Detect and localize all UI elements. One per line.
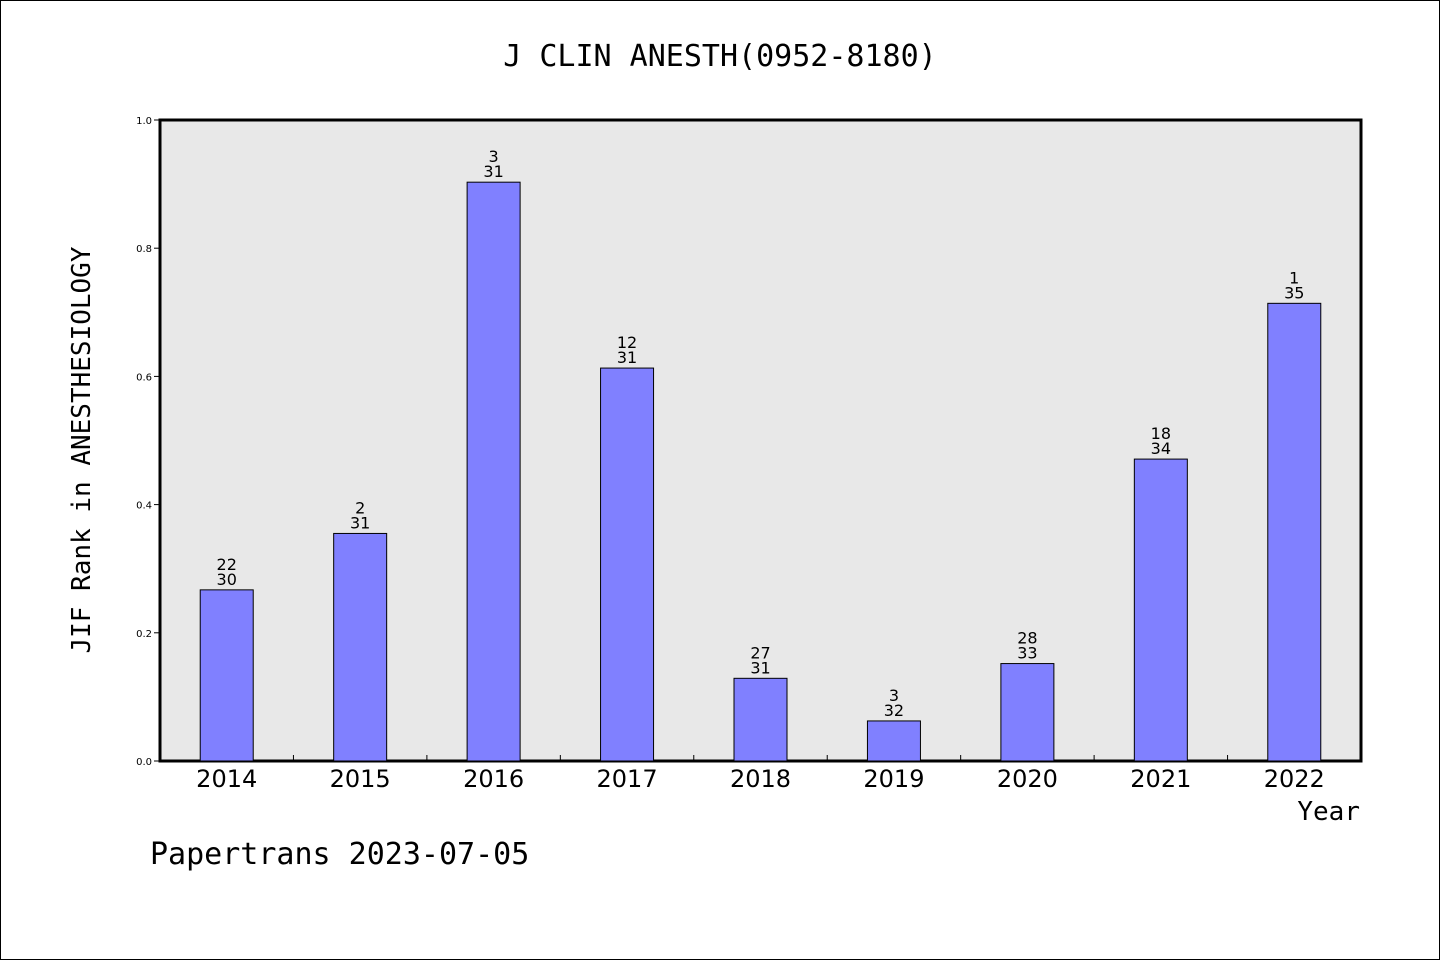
bar-total-label: 34 xyxy=(1151,439,1171,458)
x-tick-label: 2021 xyxy=(1130,765,1191,793)
bar-rank-label: 12 xyxy=(617,333,637,352)
y-tick-label: 1.0 xyxy=(136,116,152,127)
bar-2019 xyxy=(866,720,921,762)
x-tick-label: 2014 xyxy=(196,765,257,793)
bar-2020 xyxy=(1000,663,1055,762)
bar-total-label: 30 xyxy=(217,570,237,589)
bar-rank-label: 2 xyxy=(355,498,365,517)
footer-text: Papertrans 2023-07-05 xyxy=(150,837,529,872)
x-axis-label: Year xyxy=(1297,797,1360,827)
bar-total-label: 31 xyxy=(750,658,770,677)
bar-2018 xyxy=(733,677,788,762)
y-tick-label: 0.6 xyxy=(136,372,152,383)
x-tick-label: 2015 xyxy=(330,765,391,793)
bar-2022 xyxy=(1267,302,1322,762)
y-tick-label: 0.8 xyxy=(136,244,152,255)
x-tick-label: 2018 xyxy=(730,765,791,793)
bar-2014 xyxy=(199,589,254,762)
bar-rank-label: 18 xyxy=(1151,424,1171,443)
y-tick-label: 0.0 xyxy=(136,757,152,768)
bar-rank-label: 3 xyxy=(889,686,899,705)
y-tick-label: 0.2 xyxy=(136,629,152,640)
x-axis: 2014 2015 2016 2017 2018 2019 2020 2021 2022 xyxy=(196,755,1325,793)
bar-total-label: 31 xyxy=(350,513,370,532)
bar-2021 xyxy=(1133,458,1188,762)
bar-total-label: 31 xyxy=(483,162,503,181)
bar-total-label: 35 xyxy=(1284,283,1304,302)
x-tick-label: 2016 xyxy=(463,765,524,793)
chart-title: J CLIN ANESTH(0952-8180) xyxy=(503,39,936,74)
x-tick-label: 2022 xyxy=(1264,765,1325,793)
bar-2017 xyxy=(600,367,655,762)
bar-rank-label: 22 xyxy=(217,555,237,574)
bar-rank-label: 3 xyxy=(489,147,499,166)
bar-total-label: 33 xyxy=(1017,644,1037,663)
y-axis: 0.0 0.2 0.4 0.6 0.8 1.0 xyxy=(136,116,160,768)
y-tick-label: 0.4 xyxy=(136,501,152,512)
bar-total-label: 31 xyxy=(617,348,637,367)
y-axis-label: JIF Rank in ANESTHESIOLOGY xyxy=(67,246,97,653)
x-tick-label: 2019 xyxy=(863,765,924,793)
bar-rank-label: 28 xyxy=(1017,629,1037,648)
bar-2015 xyxy=(333,532,388,762)
bar-2016 xyxy=(466,181,521,762)
x-tick-label: 2020 xyxy=(997,765,1058,793)
bar-rank-label: 1 xyxy=(1289,268,1299,287)
bar-total-label: 32 xyxy=(884,701,904,720)
bar-rank-label: 27 xyxy=(750,643,770,662)
bars xyxy=(199,181,1322,762)
x-tick-label: 2017 xyxy=(597,765,658,793)
